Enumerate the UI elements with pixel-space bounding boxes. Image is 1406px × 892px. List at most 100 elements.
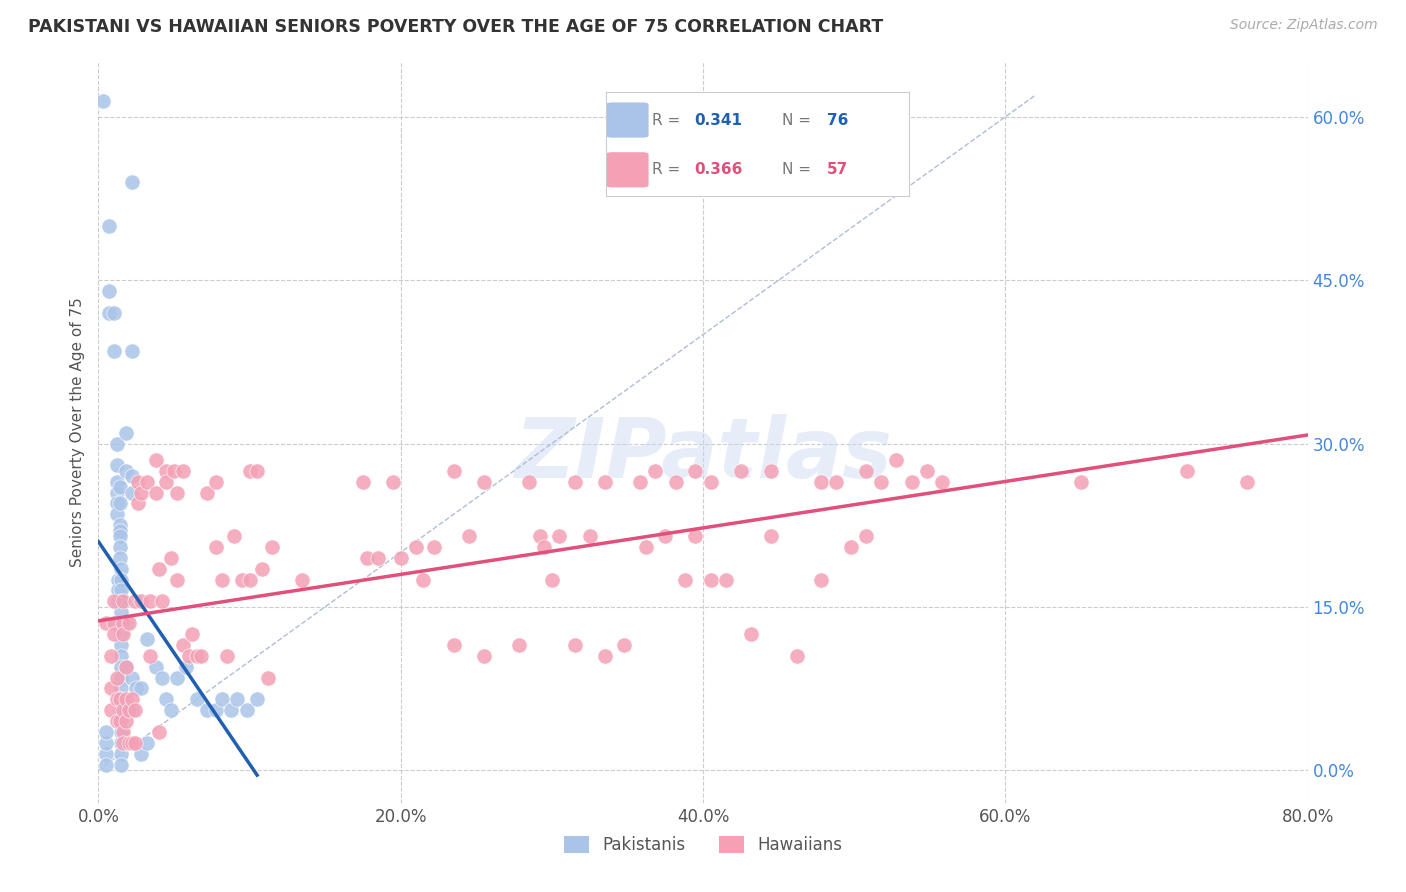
Point	[181, 627, 204, 641]
Point	[110, 725, 132, 739]
Point	[628, 475, 651, 489]
Point	[108, 518, 131, 533]
Point	[145, 453, 167, 467]
Point	[457, 529, 479, 543]
Point	[412, 573, 434, 587]
Point	[155, 475, 177, 489]
Point	[564, 638, 586, 652]
Point	[110, 627, 132, 641]
Point	[145, 659, 167, 673]
Point	[110, 659, 132, 673]
Point	[148, 725, 170, 739]
Point	[111, 725, 134, 739]
Point	[139, 648, 162, 663]
Point	[111, 616, 134, 631]
Point	[118, 736, 141, 750]
Point	[125, 681, 148, 696]
Point	[124, 594, 146, 608]
Point	[108, 524, 131, 538]
Point	[110, 605, 132, 619]
Point	[108, 529, 131, 543]
Point	[103, 594, 125, 608]
Point	[246, 464, 269, 478]
Point	[472, 648, 495, 663]
Point	[111, 703, 134, 717]
Point	[98, 306, 121, 320]
Point	[155, 464, 177, 478]
Point	[150, 671, 173, 685]
Point	[593, 648, 616, 663]
Point	[1175, 464, 1198, 478]
Point	[810, 573, 832, 587]
Point	[105, 485, 128, 500]
Point	[110, 692, 132, 706]
Point	[110, 638, 132, 652]
Point	[150, 594, 173, 608]
Point	[91, 94, 114, 108]
Point	[163, 464, 186, 478]
Point	[135, 736, 157, 750]
Point	[105, 458, 128, 473]
Point	[548, 529, 571, 543]
Point	[533, 540, 555, 554]
Point	[105, 496, 128, 510]
Point	[423, 540, 446, 554]
Point	[124, 703, 146, 717]
Point	[886, 453, 908, 467]
Point	[114, 464, 136, 478]
Point	[105, 714, 128, 728]
Point	[931, 475, 953, 489]
Point	[540, 573, 562, 587]
Point	[129, 681, 152, 696]
Point	[108, 480, 131, 494]
Point	[94, 736, 117, 750]
Point	[1236, 475, 1258, 489]
Point	[98, 219, 121, 233]
Point	[94, 757, 117, 772]
Point	[121, 671, 143, 685]
Point	[186, 648, 208, 663]
Point	[900, 475, 922, 489]
Point	[107, 583, 129, 598]
Point	[235, 703, 257, 717]
Point	[786, 648, 808, 663]
Point	[105, 692, 128, 706]
Point	[195, 703, 218, 717]
Point	[699, 573, 721, 587]
Point	[382, 475, 405, 489]
Text: ZIPatlas: ZIPatlas	[515, 414, 891, 495]
Point	[367, 550, 389, 565]
Point	[673, 573, 696, 587]
Point	[148, 562, 170, 576]
Point	[129, 594, 152, 608]
Point	[129, 747, 152, 761]
Point	[644, 464, 666, 478]
Point	[226, 692, 249, 706]
Point	[114, 703, 136, 717]
Point	[114, 736, 136, 750]
Point	[870, 475, 893, 489]
Point	[103, 616, 125, 631]
Point	[114, 692, 136, 706]
Point	[825, 475, 848, 489]
Point	[110, 736, 132, 750]
Point	[291, 573, 314, 587]
Point	[94, 747, 117, 761]
Legend: Pakistanis, Hawaiians: Pakistanis, Hawaiians	[557, 830, 849, 861]
Point	[224, 529, 246, 543]
Point	[517, 475, 540, 489]
Point	[103, 306, 125, 320]
Point	[105, 671, 128, 685]
Point	[127, 475, 149, 489]
Point	[759, 529, 782, 543]
Text: PAKISTANI VS HAWAIIAN SENIORS POVERTY OVER THE AGE OF 75 CORRELATION CHART: PAKISTANI VS HAWAIIAN SENIORS POVERTY OV…	[28, 18, 883, 36]
Point	[205, 703, 228, 717]
Point	[190, 648, 212, 663]
Point	[166, 573, 188, 587]
Point	[256, 671, 278, 685]
Point	[613, 638, 636, 652]
Point	[110, 681, 132, 696]
Y-axis label: Seniors Poverty Over the Age of 75: Seniors Poverty Over the Age of 75	[69, 298, 84, 567]
Point	[810, 475, 832, 489]
Point	[100, 703, 122, 717]
